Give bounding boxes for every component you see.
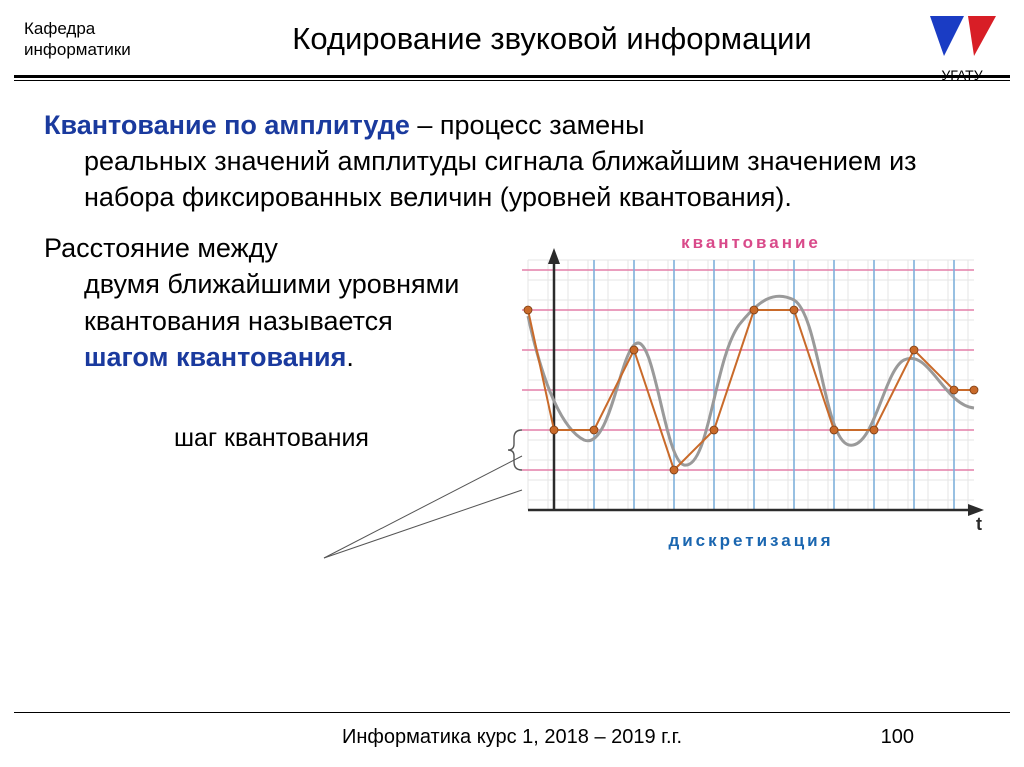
footer: Информатика курс 1, 2018 – 2019 г.г. 100 bbox=[0, 726, 1024, 749]
page-number: 100 bbox=[881, 726, 914, 749]
para2-accent: шагом квантования bbox=[84, 342, 346, 372]
quantization-chart: t квантование дискретизация bbox=[464, 230, 990, 565]
para2-tail: . bbox=[346, 342, 354, 372]
para2-cont: двумя ближайшими уровнями квантования на… bbox=[84, 269, 459, 335]
svg-text:дискретизация: дискретизация bbox=[668, 531, 833, 550]
def-line1-rest: – процесс замены bbox=[410, 110, 645, 140]
dept-line1: Кафедра bbox=[24, 19, 95, 38]
footer-divider bbox=[14, 712, 1010, 713]
callout-line bbox=[324, 468, 524, 558]
definition-term: Квантование по амплитуде bbox=[44, 110, 410, 140]
svg-text:t: t bbox=[976, 514, 982, 534]
university-logo: УГАТУ bbox=[924, 12, 1000, 83]
def-continuation: реальных значений амплитуды сигнала ближ… bbox=[44, 143, 990, 216]
paragraph-definition: Квантование по амплитуде – процесс замен… bbox=[44, 107, 990, 216]
department-label: Кафедра информатики bbox=[24, 18, 144, 61]
logo-label: УГАТУ bbox=[924, 67, 1000, 83]
step-caption: шаг квантования bbox=[174, 422, 464, 456]
dept-line2: информатики bbox=[24, 40, 131, 59]
paragraph-step: Расстояние между двумя ближайшими уровня… bbox=[44, 230, 464, 456]
svg-text:квантование: квантование bbox=[681, 233, 821, 252]
footer-text: Информатика курс 1, 2018 – 2019 г.г. bbox=[342, 726, 682, 748]
logo-icon bbox=[924, 12, 1000, 60]
page-title: Кодирование звуковой информации bbox=[144, 21, 1000, 57]
para2-lead: Расстояние между bbox=[44, 233, 278, 263]
